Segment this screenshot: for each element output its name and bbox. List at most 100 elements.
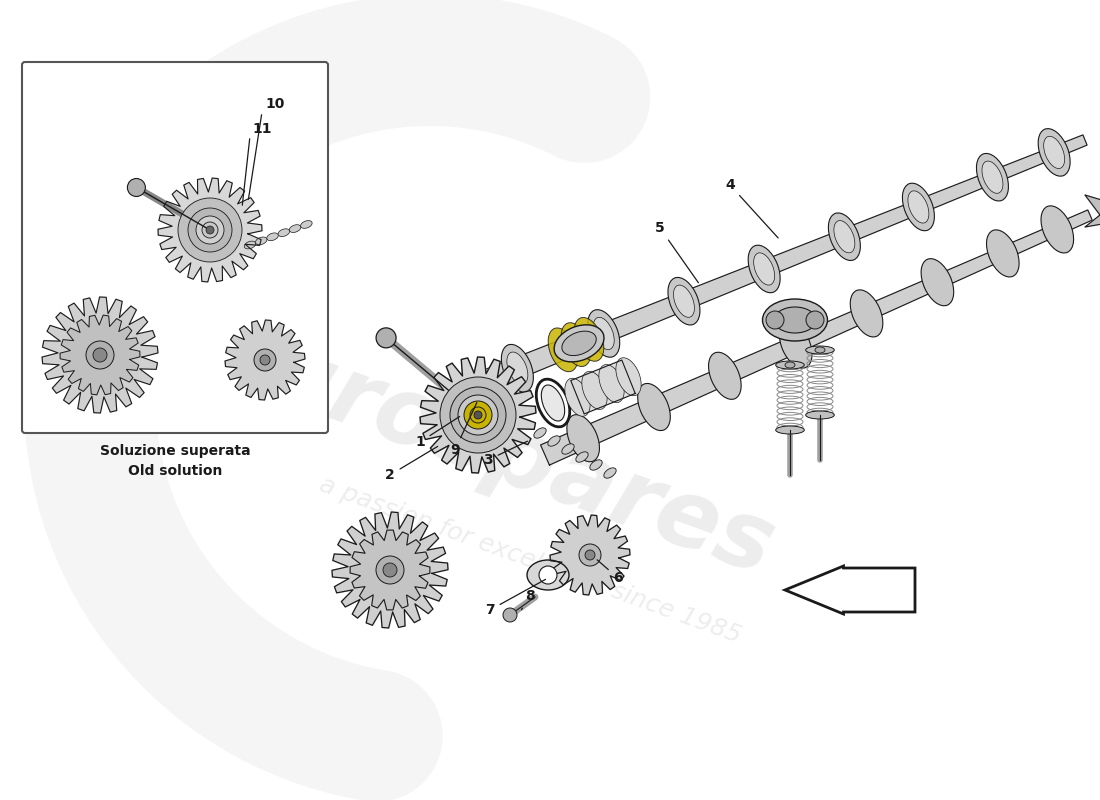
Circle shape	[458, 395, 498, 435]
Text: 10: 10	[265, 97, 285, 111]
Ellipse shape	[1038, 129, 1070, 176]
Ellipse shape	[502, 344, 534, 392]
Ellipse shape	[708, 352, 741, 399]
Circle shape	[196, 216, 224, 244]
Circle shape	[128, 178, 145, 197]
Circle shape	[94, 348, 107, 362]
Polygon shape	[42, 297, 158, 413]
Ellipse shape	[805, 411, 834, 419]
Text: 1: 1	[415, 417, 460, 449]
Ellipse shape	[785, 362, 795, 368]
Ellipse shape	[255, 237, 267, 245]
Polygon shape	[540, 210, 1092, 465]
Ellipse shape	[267, 233, 278, 241]
Circle shape	[260, 355, 270, 365]
Ellipse shape	[548, 436, 560, 446]
Circle shape	[579, 544, 601, 566]
Circle shape	[503, 608, 517, 622]
Polygon shape	[785, 566, 915, 614]
Ellipse shape	[574, 318, 604, 362]
Circle shape	[188, 208, 232, 252]
Circle shape	[178, 198, 242, 262]
Polygon shape	[60, 315, 140, 395]
Circle shape	[450, 387, 506, 443]
Ellipse shape	[638, 383, 670, 430]
Ellipse shape	[921, 258, 954, 306]
Text: 3: 3	[483, 441, 528, 467]
Text: 11: 11	[252, 122, 272, 136]
Ellipse shape	[1044, 136, 1065, 169]
Ellipse shape	[805, 346, 834, 354]
Circle shape	[86, 341, 114, 369]
Ellipse shape	[541, 385, 564, 421]
Ellipse shape	[289, 225, 301, 233]
Circle shape	[464, 401, 492, 429]
Circle shape	[376, 556, 404, 584]
Ellipse shape	[244, 241, 256, 249]
Ellipse shape	[616, 358, 641, 396]
Ellipse shape	[776, 361, 804, 369]
Ellipse shape	[562, 331, 596, 355]
Ellipse shape	[754, 253, 774, 285]
Circle shape	[470, 407, 486, 423]
Ellipse shape	[300, 221, 312, 228]
Polygon shape	[420, 357, 536, 473]
Polygon shape	[332, 512, 448, 628]
Ellipse shape	[776, 426, 804, 434]
Polygon shape	[1085, 195, 1100, 227]
Ellipse shape	[902, 183, 934, 230]
Ellipse shape	[987, 230, 1019, 277]
Ellipse shape	[548, 328, 578, 372]
Ellipse shape	[673, 285, 694, 318]
Ellipse shape	[908, 191, 928, 223]
Polygon shape	[571, 360, 635, 414]
Polygon shape	[226, 320, 305, 400]
Ellipse shape	[834, 221, 855, 253]
Ellipse shape	[527, 560, 569, 590]
Ellipse shape	[534, 428, 547, 438]
Ellipse shape	[850, 290, 883, 337]
Ellipse shape	[561, 322, 591, 366]
Ellipse shape	[598, 365, 624, 402]
Text: 5: 5	[656, 221, 699, 282]
Ellipse shape	[774, 307, 816, 333]
Polygon shape	[464, 135, 1087, 398]
Circle shape	[440, 377, 516, 453]
Circle shape	[206, 226, 214, 234]
Circle shape	[766, 311, 784, 329]
Ellipse shape	[668, 278, 700, 325]
Ellipse shape	[593, 318, 614, 350]
Circle shape	[376, 328, 396, 348]
Polygon shape	[550, 515, 630, 595]
Ellipse shape	[1041, 206, 1074, 253]
Text: 6: 6	[597, 560, 623, 585]
Ellipse shape	[828, 213, 860, 261]
Ellipse shape	[748, 245, 780, 293]
Ellipse shape	[590, 460, 602, 470]
Ellipse shape	[575, 452, 589, 462]
Circle shape	[585, 550, 595, 560]
Text: Soluzione superata: Soluzione superata	[100, 444, 251, 458]
Text: 4: 4	[725, 178, 778, 238]
Ellipse shape	[582, 371, 607, 410]
Text: 7: 7	[485, 579, 546, 617]
Circle shape	[383, 563, 397, 577]
Ellipse shape	[604, 468, 616, 478]
Circle shape	[254, 349, 276, 371]
Ellipse shape	[564, 378, 590, 416]
Circle shape	[202, 222, 218, 238]
Ellipse shape	[507, 352, 528, 384]
Text: 2: 2	[385, 446, 438, 482]
Text: 8: 8	[521, 589, 535, 610]
Circle shape	[474, 411, 482, 419]
Ellipse shape	[815, 347, 825, 353]
Polygon shape	[158, 178, 262, 282]
Polygon shape	[350, 530, 430, 610]
Ellipse shape	[587, 310, 619, 358]
Ellipse shape	[278, 229, 289, 237]
Ellipse shape	[982, 161, 1003, 194]
Text: eurospares: eurospares	[194, 305, 786, 595]
Ellipse shape	[566, 414, 600, 462]
Ellipse shape	[562, 444, 574, 454]
Ellipse shape	[762, 299, 827, 341]
